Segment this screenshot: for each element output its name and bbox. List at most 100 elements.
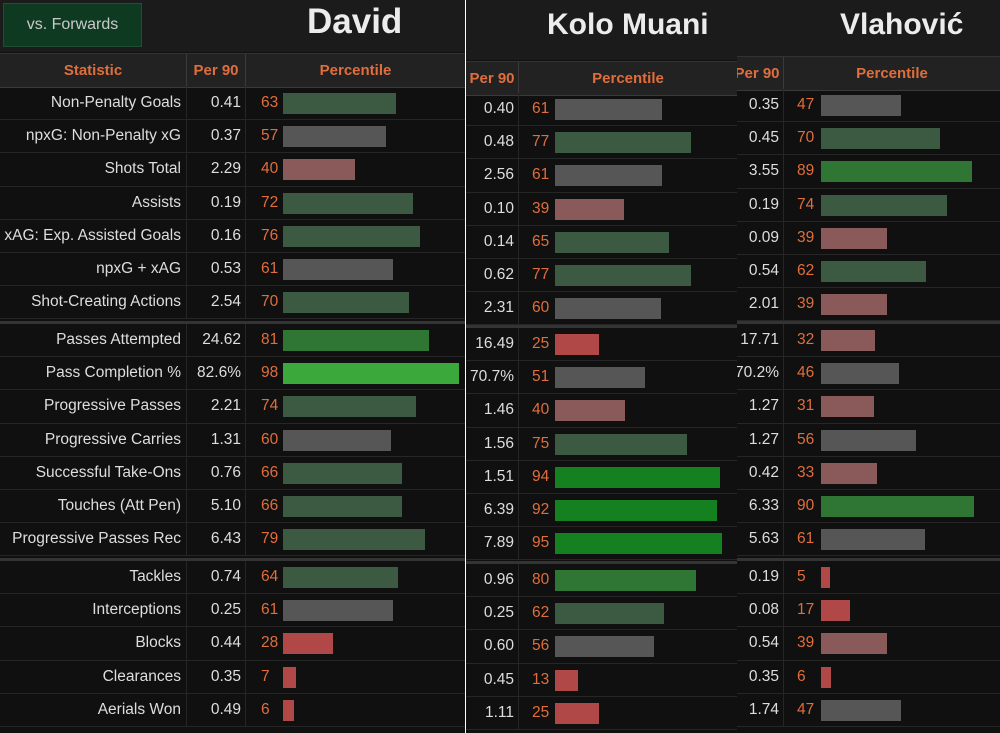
table-row: 0.25 62 xyxy=(466,597,737,631)
percentile-value: 72 xyxy=(261,193,279,211)
percentile-bar xyxy=(555,231,670,253)
percentile-bar xyxy=(821,496,974,517)
header-per90: Per 90 xyxy=(737,65,780,82)
table-row: 0.45 13 xyxy=(466,663,737,697)
table-row: Blocks 0.44 28 xyxy=(0,627,465,661)
table-row: Passes Attempted 24.62 81 xyxy=(0,324,465,358)
table-row: 0.10 39 xyxy=(466,192,737,226)
per90-value: 2.54 xyxy=(210,293,241,311)
table-row: 1.46 40 xyxy=(466,394,737,428)
per90-value: 70.2% xyxy=(737,364,779,382)
percentile-value: 90 xyxy=(797,497,815,515)
percentile-bar xyxy=(821,261,927,282)
table-row: 1.51 94 xyxy=(466,460,737,494)
table-row: Aerials Won 0.49 6 xyxy=(0,693,465,727)
percentile-value: 31 xyxy=(797,397,815,415)
table-row: Assists 0.19 72 xyxy=(0,186,465,220)
table-row: 17.71 32 xyxy=(737,324,1000,358)
percentile-value: 94 xyxy=(532,467,550,485)
percentile-value: 61 xyxy=(797,530,815,548)
table-row: 0.14 65 xyxy=(466,225,737,259)
percentile-bar xyxy=(283,529,426,551)
table-row: 1.11 25 xyxy=(466,696,737,730)
table-row: 0.35 47 xyxy=(737,89,1000,123)
table-row: 3.55 89 xyxy=(737,155,1000,189)
percentile-value: 40 xyxy=(532,401,550,419)
percentile-bar xyxy=(821,567,830,588)
vs-forwards-button[interactable]: vs. Forwards xyxy=(3,3,142,47)
percentile-value: 66 xyxy=(261,463,279,481)
percentile-bar xyxy=(555,466,721,488)
per90-value: 0.53 xyxy=(210,260,241,278)
per90-value: 0.45 xyxy=(483,670,514,688)
percentile-bar xyxy=(555,165,663,187)
percentile-bar xyxy=(283,633,334,655)
table-row: Tackles 0.74 64 xyxy=(0,561,465,595)
per90-value: 0.16 xyxy=(210,226,241,244)
table-row: Touches (Att Pen) 5.10 66 xyxy=(0,490,465,524)
percentile-value: 98 xyxy=(261,364,279,382)
stat-label: Clearances xyxy=(102,667,181,685)
percentile-bar xyxy=(283,192,413,214)
percentile-value: 56 xyxy=(532,637,550,655)
percentile-bar xyxy=(821,161,973,183)
stat-label: Assists xyxy=(131,193,181,211)
table-row: 0.54 62 xyxy=(737,255,1000,289)
group-separator xyxy=(737,321,1000,324)
table-row: Pass Completion % 82.6% 98 xyxy=(0,357,465,391)
stat-label: Tackles xyxy=(129,568,181,586)
percentile-value: 6 xyxy=(261,700,270,718)
per90-value: 0.19 xyxy=(748,568,779,586)
percentile-value: 92 xyxy=(532,501,550,519)
stat-label: Successful Take-Ons xyxy=(35,463,181,481)
per90-value: 0.41 xyxy=(210,94,241,112)
table-row: 1.74 47 xyxy=(737,693,1000,727)
percentile-value: 74 xyxy=(797,195,815,213)
table-row: 1.56 75 xyxy=(466,427,737,461)
table-header: Per 90 Percentile xyxy=(466,61,737,96)
group-separator xyxy=(737,558,1000,561)
percentile-bar xyxy=(555,298,661,320)
per90-value: 0.35 xyxy=(748,96,779,114)
percentile-bar xyxy=(283,496,402,517)
per90-value: 0.96 xyxy=(483,571,514,589)
percentile-value: 46 xyxy=(797,364,815,382)
header-per90: Per 90 xyxy=(193,62,239,79)
player-panel-kolo-muani: Kolo Muani Per 90 Percentile 0.40 61 0.48 7… xyxy=(466,0,737,733)
percentile-bar xyxy=(821,429,917,451)
percentile-value: 63 xyxy=(261,94,279,112)
group-separator xyxy=(466,561,737,564)
table-row: 6.39 92 xyxy=(466,494,737,528)
per90-value: 16.49 xyxy=(475,335,514,353)
percentile-value: 77 xyxy=(532,133,550,151)
percentile-value: 70 xyxy=(261,293,279,311)
group-separator xyxy=(0,321,465,324)
table-row: 0.48 77 xyxy=(466,126,737,160)
percentile-bar xyxy=(283,330,429,351)
percentile-bar xyxy=(555,636,654,658)
table-row: npxG: Non-Penalty xG 0.37 57 xyxy=(0,120,465,154)
table-row: 70.2% 46 xyxy=(737,357,1000,391)
percentile-bar xyxy=(821,128,940,150)
percentile-value: 61 xyxy=(261,601,279,619)
percentile-bar xyxy=(283,666,296,688)
percentile-bar xyxy=(283,462,402,484)
table-row: 0.54 39 xyxy=(737,627,1000,661)
percentile-value: 47 xyxy=(797,700,815,718)
percentile-value: 66 xyxy=(261,497,279,515)
header-per90: Per 90 xyxy=(469,70,515,87)
percentile-value: 79 xyxy=(261,530,279,548)
table-row: 2.31 60 xyxy=(466,292,737,326)
percentile-bar xyxy=(821,294,888,316)
percentile-value: 5 xyxy=(797,568,806,586)
per90-value: 0.62 xyxy=(483,266,514,284)
table-row: 1.27 56 xyxy=(737,423,1000,457)
stat-label: Shot-Creating Actions xyxy=(31,293,181,311)
table-row: Progressive Carries 1.31 60 xyxy=(0,423,465,457)
table-row: 0.08 17 xyxy=(737,594,1000,628)
percentile-bar xyxy=(555,198,624,220)
per90-value: 7.89 xyxy=(483,534,514,552)
per90-value: 6.43 xyxy=(210,530,241,548)
percentile-value: 39 xyxy=(797,634,815,652)
per90-value: 2.01 xyxy=(748,295,779,313)
